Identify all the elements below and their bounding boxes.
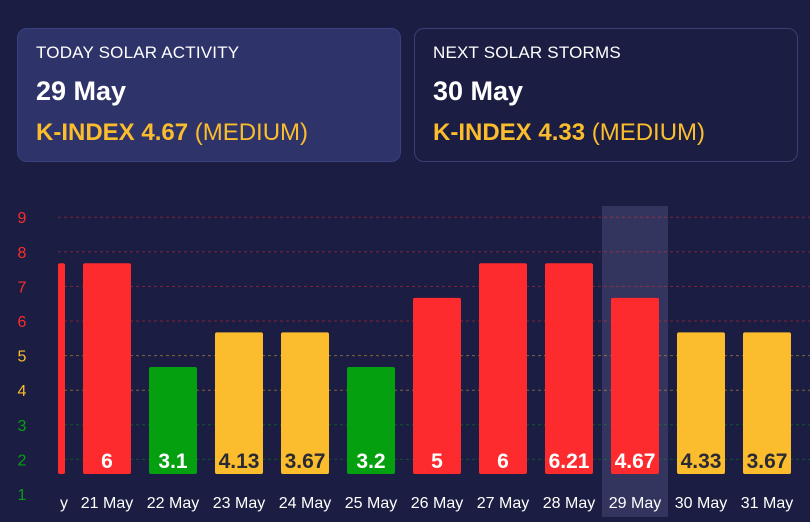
bar-value-label: 4.67 (615, 450, 656, 473)
x-tick-label: 30 May (675, 495, 727, 512)
kindex-chart: 1 2 3 4 5 6 7 8 9 6 3.1 4.13 3.67 3.2 5 6 6.21 4.67 4.33 3.… (0, 190, 810, 517)
y-tick-label: 9 (18, 210, 27, 227)
x-tick-label: 31 May (741, 495, 793, 512)
next-kindex-line: K-INDEX 4.33 (MEDIUM) (433, 119, 779, 147)
y-tick-label: 2 (18, 452, 27, 469)
x-tick-label: 23 May (213, 495, 265, 512)
today-kindex-line: K-INDEX 4.67 (MEDIUM) (36, 119, 382, 147)
bar-30-may[interactable] (677, 332, 725, 474)
y-tick-label: 4 (18, 383, 27, 400)
bar-value-label: 3.67 (747, 450, 788, 473)
bar-31-may[interactable] (743, 332, 791, 474)
bar-y[interactable] (58, 263, 65, 474)
today-date: 29 May (36, 76, 127, 106)
bar-value-label: 4.13 (219, 450, 260, 473)
bar-value-label: 3.1 (158, 450, 188, 473)
x-tick-label: 26 May (411, 495, 463, 512)
y-tick-label: 8 (18, 245, 27, 262)
y-tick-label: 7 (18, 279, 27, 296)
today-card-title: TODAY SOLAR ACTIVITY (36, 43, 240, 62)
bar-22-may[interactable] (149, 367, 197, 474)
x-tick-label: 25 May (345, 495, 397, 512)
today-kindex-level: (MEDIUM) (194, 119, 309, 146)
bar-value-label: 3.67 (285, 450, 326, 473)
bar-23-may[interactable] (215, 332, 263, 474)
x-tick-label: 21 May (81, 495, 133, 512)
x-tick-label: 27 May (477, 495, 529, 512)
y-tick-label: 6 (18, 314, 27, 331)
next-card-title: NEXT SOLAR STORMS (433, 43, 621, 62)
bar-value-label: 3.2 (356, 450, 385, 473)
x-tick-label: 29 May (609, 495, 661, 512)
bar-29-may[interactable] (611, 297, 659, 474)
x-tick-label: 22 May (147, 495, 199, 512)
today-solar-activity-card: TODAY SOLAR ACTIVITY 29 May K-INDEX 4.67… (17, 28, 401, 162)
next-kindex-value: K-INDEX 4.33 (433, 119, 586, 146)
bar-value-label: 6 (101, 450, 113, 473)
bar-value-label: 6 (497, 450, 509, 473)
y-tick-label: 1 (18, 487, 27, 504)
bar-28-may[interactable] (545, 263, 593, 474)
bar-value-label: 6.21 (549, 450, 590, 473)
y-tick-label: 5 (18, 349, 27, 366)
bar-26-may[interactable] (413, 297, 461, 474)
x-tick-label: y (60, 495, 68, 512)
bar-27-may[interactable] (479, 263, 527, 474)
bar-24-may[interactable] (281, 332, 329, 474)
kindex-bar-chart: 1 2 3 4 5 6 7 8 9 6 3.1 4.13 3.67 3.2 5 6 6.21 4.67 4.33 3.… (18, 206, 810, 517)
bar-value-label: 4.33 (681, 450, 722, 473)
x-tick-label: 28 May (543, 495, 595, 512)
bar-value-label: 5 (431, 450, 443, 473)
today-kindex-value: K-INDEX 4.67 (36, 119, 189, 146)
y-tick-label: 3 (18, 418, 27, 435)
next-date: 30 May (433, 76, 524, 106)
next-kindex-level: (MEDIUM) (591, 119, 706, 146)
bar-21-may[interactable] (83, 263, 131, 474)
bar-25-may[interactable] (347, 367, 395, 474)
next-solar-storms-card: NEXT SOLAR STORMS 30 May K-INDEX 4.33 (M… (414, 28, 798, 162)
x-tick-label: 24 May (279, 495, 331, 512)
